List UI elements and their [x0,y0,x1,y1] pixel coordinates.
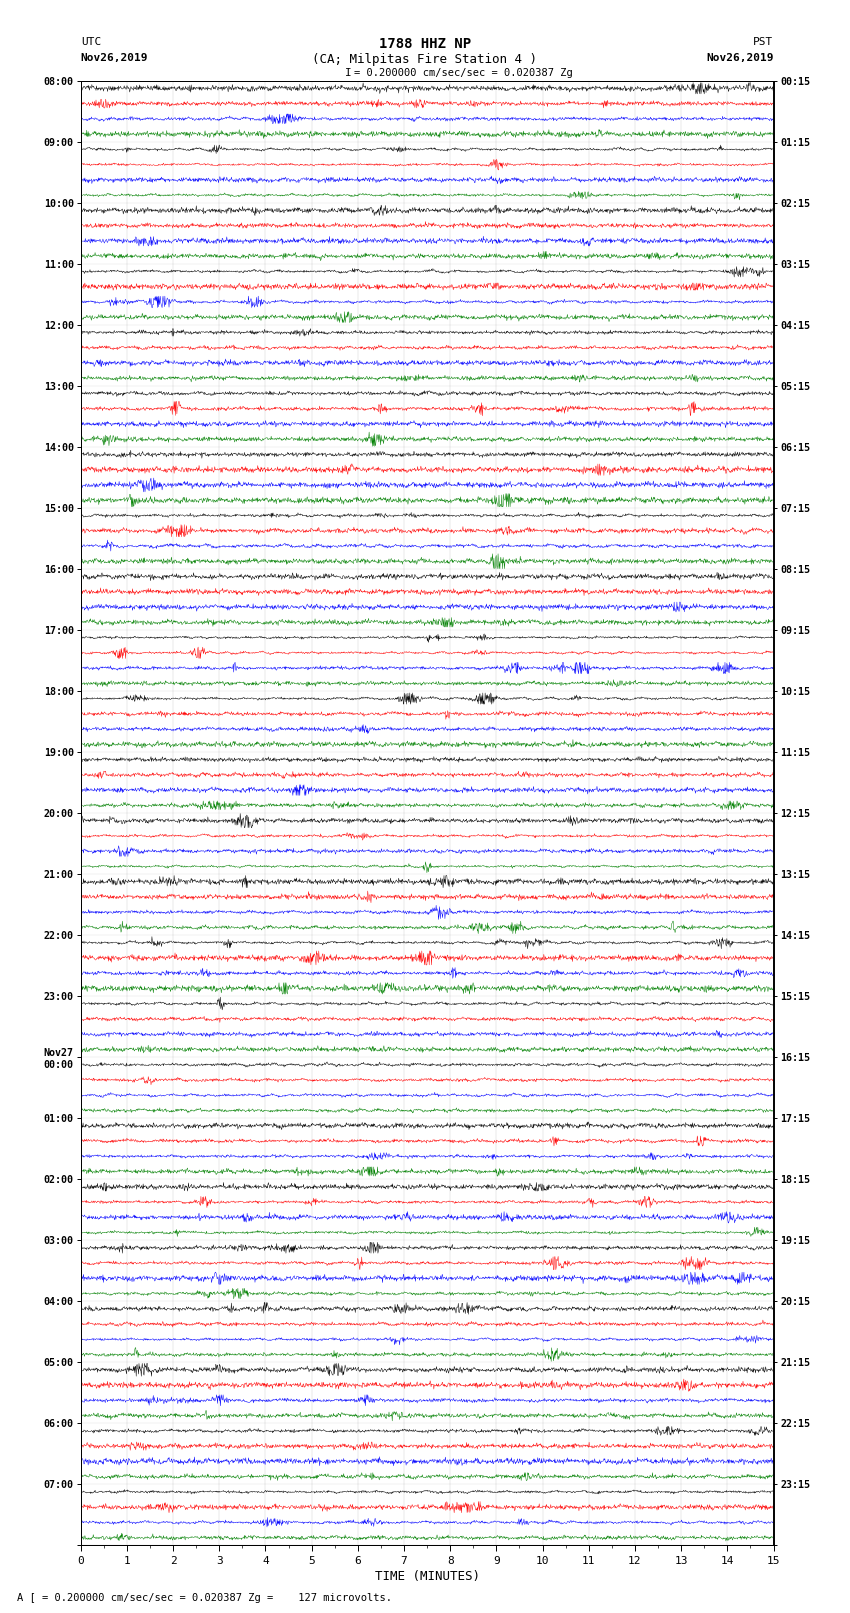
Text: (CA; Milpitas Fire Station 4 ): (CA; Milpitas Fire Station 4 ) [313,53,537,66]
Text: Nov26,2019: Nov26,2019 [706,53,774,63]
Text: PST: PST [753,37,774,47]
Text: = 0.200000 cm/sec/sec = 0.020387 Zg: = 0.200000 cm/sec/sec = 0.020387 Zg [354,68,572,77]
Text: 1788 HHZ NP: 1788 HHZ NP [379,37,471,52]
Text: A [ = 0.200000 cm/sec/sec = 0.020387 Zg =    127 microvolts.: A [ = 0.200000 cm/sec/sec = 0.020387 Zg … [17,1594,392,1603]
Text: UTC: UTC [81,37,101,47]
X-axis label: TIME (MINUTES): TIME (MINUTES) [375,1569,479,1582]
Text: Nov26,2019: Nov26,2019 [81,53,148,63]
Text: I: I [345,68,352,77]
